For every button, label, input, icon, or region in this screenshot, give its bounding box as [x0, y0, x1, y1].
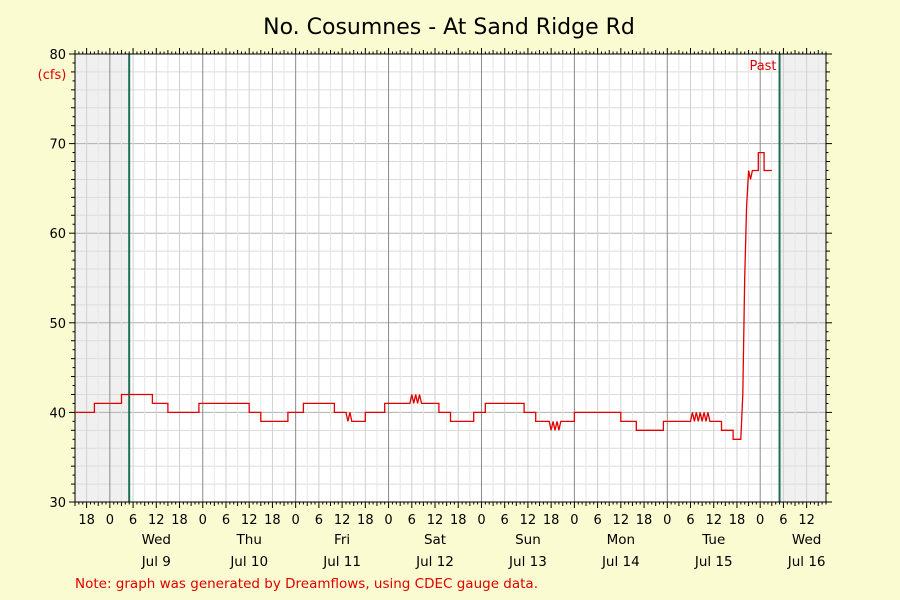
day-weekday-label: Wed — [142, 532, 171, 548]
x-hour-label: 6 — [222, 513, 230, 528]
day-weekday-label: Mon — [607, 532, 635, 548]
y-tick-label: 40 — [49, 406, 66, 421]
day-date-label: Jul 13 — [508, 554, 547, 570]
chart-title: No. Cosumnes - At Sand Ridge Rd — [263, 15, 635, 40]
x-hour-label: 0 — [663, 513, 671, 528]
shaded-region-start — [75, 54, 130, 502]
y-tick-label: 30 — [49, 496, 66, 511]
x-hour-label: 18 — [264, 513, 281, 528]
day-weekday-label: Fri — [334, 532, 350, 548]
x-hour-label: 0 — [106, 513, 114, 528]
x-hour-label: 12 — [613, 513, 630, 528]
x-hour-label: 0 — [384, 513, 392, 528]
x-hour-label: 12 — [241, 513, 258, 528]
day-date-label: Jul 10 — [229, 554, 268, 570]
x-hour-label: 18 — [357, 513, 374, 528]
x-hour-label: 18 — [729, 513, 746, 528]
past-marker-label: Past — [749, 59, 776, 74]
x-hour-label: 12 — [427, 513, 444, 528]
x-hour-label: 0 — [570, 513, 578, 528]
x-hour-label: 18 — [636, 513, 653, 528]
day-weekday-label: Wed — [792, 532, 821, 548]
x-hour-label: 18 — [543, 513, 560, 528]
flow-series-line — [75, 151, 772, 440]
x-hour-label: 6 — [408, 513, 416, 528]
x-hour-label: 6 — [779, 513, 787, 528]
x-hour-label: 18 — [450, 513, 467, 528]
y-tick-label: 70 — [49, 138, 66, 153]
x-hour-label: 6 — [686, 513, 694, 528]
x-hour-label: 0 — [199, 513, 207, 528]
plot-background — [75, 54, 826, 502]
shaded-region-end — [779, 54, 826, 502]
x-hour-label: 6 — [501, 513, 509, 528]
day-weekday-label: Sat — [424, 532, 446, 548]
day-weekday-label: Thu — [236, 532, 262, 548]
day-date-label: Jul 12 — [415, 554, 454, 570]
y-tick-label: 60 — [49, 227, 66, 242]
day-date-label: Jul 11 — [322, 554, 361, 570]
x-hour-label: 0 — [756, 513, 764, 528]
x-hour-label: 6 — [129, 513, 137, 528]
x-hour-label: 0 — [477, 513, 485, 528]
y-tick-label: 80 — [49, 48, 66, 63]
day-date-label: Jul 9 — [141, 554, 171, 570]
y-axis-label: (cfs) — [38, 68, 67, 83]
x-hour-label: 12 — [334, 513, 351, 528]
x-hour-label: 0 — [292, 513, 300, 528]
day-weekday-label: Tue — [701, 532, 725, 548]
x-hour-label: 18 — [78, 513, 95, 528]
x-hour-label: 12 — [798, 513, 815, 528]
chart-note: Note: graph was generated by Dreamflows,… — [75, 576, 538, 592]
x-hour-label: 18 — [171, 513, 188, 528]
day-date-label: Jul 14 — [601, 554, 640, 570]
y-tick-label: 50 — [49, 317, 66, 332]
x-hour-label: 12 — [705, 513, 722, 528]
x-hour-label: 12 — [520, 513, 537, 528]
day-date-label: Jul 16 — [787, 554, 826, 570]
x-hour-label: 6 — [315, 513, 323, 528]
day-date-label: Jul 15 — [694, 554, 733, 570]
day-weekday-label: Sun — [515, 532, 541, 548]
x-hour-label: 6 — [593, 513, 601, 528]
x-hour-label: 12 — [148, 513, 165, 528]
